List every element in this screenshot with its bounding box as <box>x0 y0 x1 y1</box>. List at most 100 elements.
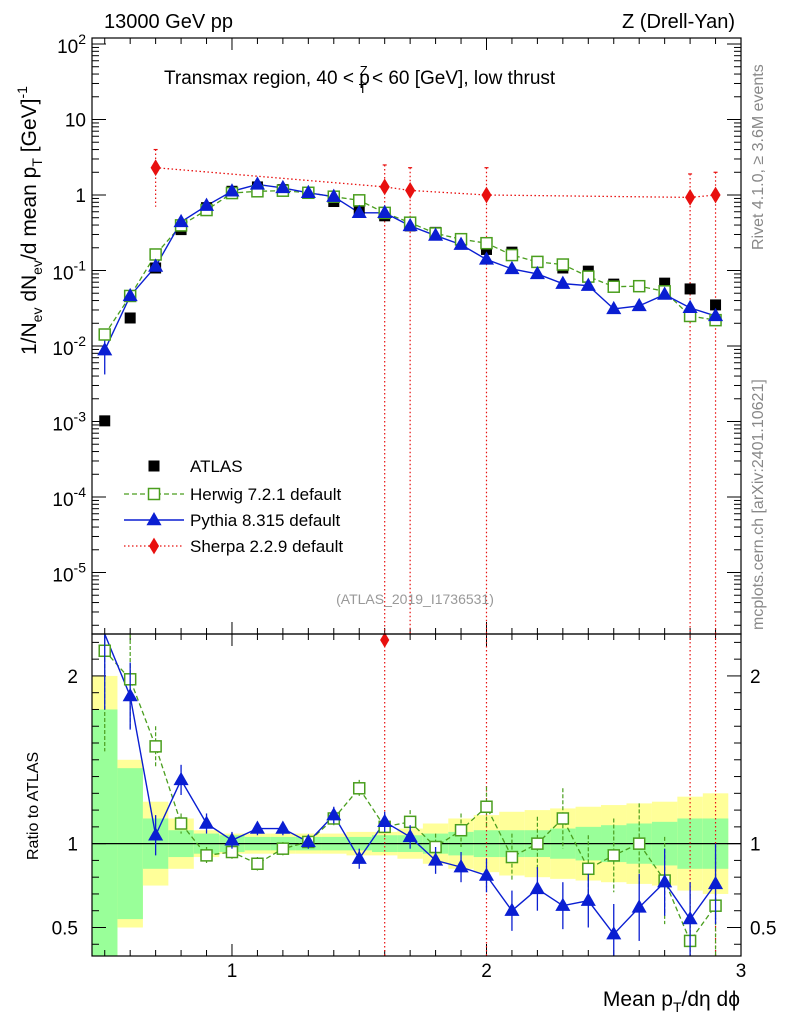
herwig-ratio-point <box>149 740 162 753</box>
y-tick-label: 10-1 <box>52 258 86 285</box>
herwig-ratio-line <box>104 650 717 943</box>
pythia-ratio-point <box>402 828 418 843</box>
pythia-ratio-point <box>148 827 164 841</box>
stat-uncertainty-band <box>92 709 118 956</box>
legend-label: Pythia 8.315 default <box>190 511 341 530</box>
herwig-ratio-point <box>607 849 620 862</box>
sherpa-point <box>481 186 492 204</box>
y-tick-label: 102 <box>57 31 86 58</box>
pythia-point <box>682 299 698 314</box>
mcplots-label: mcplots.cern.ch [arXiv:2401.10621] <box>750 379 767 630</box>
pythia-point <box>708 307 724 322</box>
herwig-point <box>607 280 620 293</box>
ratio-y-axis-label: Ratio to ATLAS <box>25 752 42 860</box>
x-axis-label: Mean pT/dη dϕ <box>603 988 740 1015</box>
herwig-point <box>98 328 111 341</box>
pythia-point <box>224 183 240 197</box>
ratio-y-tick-label: 1 <box>67 835 78 856</box>
sherpa-point <box>150 159 161 177</box>
plot-title-sub: T <box>359 81 367 96</box>
sherpa-point <box>685 188 696 206</box>
y-tick-label: 10 <box>65 111 86 132</box>
pythia-point <box>504 260 520 275</box>
legend-label: Sherpa 2.2.9 default <box>190 537 343 556</box>
herwig-ratio-point <box>200 849 213 862</box>
atlas-point <box>684 283 696 295</box>
herwig-ratio-point <box>454 823 468 837</box>
pythia-point <box>529 265 545 280</box>
pythia-point <box>326 188 342 202</box>
pythia-ratio-point <box>682 911 698 925</box>
herwig-ratio-point <box>174 817 188 830</box>
pythia-ratio-point <box>300 833 316 848</box>
plot-title-part-a: Transmax region, 40 < p <box>164 68 370 89</box>
header-left-label: 13000 GeV pp <box>104 11 233 33</box>
herwig-ratio-point <box>251 857 264 871</box>
x-tick-label: 1 <box>227 961 238 982</box>
sherpa-point <box>379 178 390 196</box>
atlas-point <box>710 299 722 311</box>
pythia-ratio-point <box>631 899 647 913</box>
pythia-ratio-point <box>708 875 724 890</box>
ratio-plot-frame <box>91 633 742 957</box>
pythia-ratio-point <box>377 813 393 828</box>
herwig-ratio-point <box>276 842 290 855</box>
pythia-point <box>657 286 673 300</box>
pythia-ratio-point <box>606 926 622 940</box>
pythia-ratio-point <box>453 859 469 873</box>
ratio-y-tick-label: 0.5 <box>52 918 78 939</box>
pythia-point <box>402 217 418 232</box>
pythia-point <box>453 236 469 250</box>
legend-marker <box>148 460 160 472</box>
herwig-ratio-point <box>505 850 519 864</box>
y-tick-label: 10-3 <box>52 409 86 436</box>
x-tick-label: 2 <box>481 961 492 982</box>
pythia-ratio-point <box>580 892 596 906</box>
herwig-point <box>352 194 366 207</box>
sherpa-point <box>405 182 416 199</box>
sherpa-ratio-point <box>380 632 390 648</box>
ratio-y-tick-label-right: 1 <box>750 835 761 856</box>
pythia-point <box>249 176 265 190</box>
y-tick-label: 10-2 <box>52 333 86 360</box>
atlas-point <box>99 415 111 427</box>
herwig-point <box>505 248 519 262</box>
pythia-ratio-point <box>351 850 367 864</box>
y-tick-label: 10-5 <box>52 560 86 587</box>
pythia-ratio-point <box>504 902 520 916</box>
pythia-ratio-point <box>173 771 189 786</box>
pythia-ratio-point <box>657 874 673 888</box>
pythia-ratio-point <box>249 820 265 834</box>
pythia-ratio-point <box>478 867 495 881</box>
pythia-ratio-point <box>529 880 545 895</box>
herwig-ratio-point <box>556 812 570 825</box>
legend-label: Herwig 7.2.1 default <box>190 485 341 504</box>
pythia-ratio-point <box>198 815 215 829</box>
header-right-label: Z (Drell-Yan) <box>622 11 735 33</box>
herwig-point <box>531 255 544 269</box>
legend-marker <box>146 511 162 526</box>
pythia-point <box>606 300 622 315</box>
legend-marker <box>148 537 160 555</box>
atlas-point <box>480 243 492 255</box>
pythia-point <box>97 342 113 356</box>
ratio-y-tick-label-right: 2 <box>750 667 761 688</box>
pythia-ratio-point <box>122 687 138 702</box>
pythia-ratio-point <box>428 852 444 866</box>
pythia-point <box>580 277 596 291</box>
rivet-version-label: Rivet 4.1.0, ≥ 3.6M events <box>750 64 767 250</box>
atlas-point <box>124 312 136 324</box>
pythia-point <box>300 184 316 198</box>
main-axes: 1 2 3 102 10 1 10-1 10-2 10-3 10-4 10-5 <box>52 31 746 982</box>
pythia-ratio-point <box>555 897 571 911</box>
pythia-ratio-point <box>275 820 291 834</box>
pythia-ratio-line <box>104 633 717 936</box>
series-layer <box>97 148 724 634</box>
legend: ATLAS Herwig 7.2.1 default Pythia 8.315 de… <box>124 457 343 556</box>
plot-title-sup: Z <box>360 63 368 78</box>
pythia-point <box>555 275 571 289</box>
herwig-ratio-point <box>632 837 646 850</box>
pythia-point <box>173 213 189 228</box>
x-tick-label: 3 <box>736 961 747 982</box>
